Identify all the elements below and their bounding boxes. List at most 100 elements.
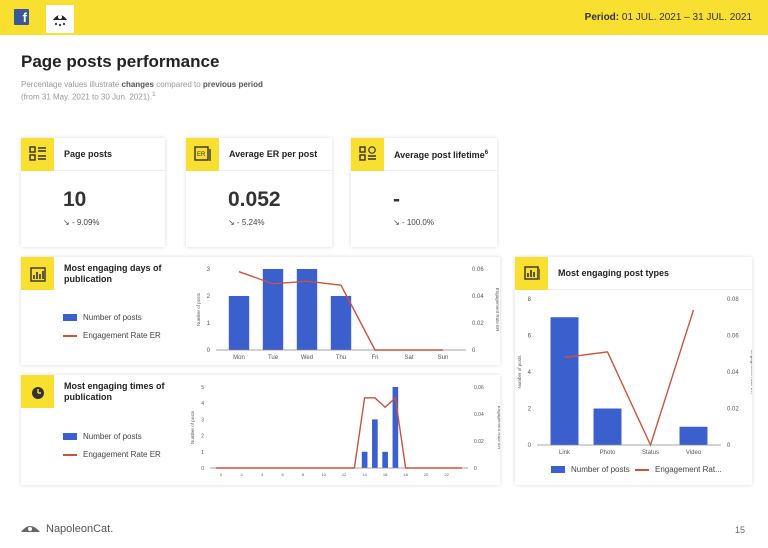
trend-down-icon: ↘: [228, 218, 235, 227]
legend-label: Engagement Rat...: [655, 465, 722, 474]
y-tick-label: 0: [528, 443, 532, 449]
kpi-title-text: Average post lifetime: [394, 149, 485, 160]
subtitle-text: Percentage values illustrate: [21, 80, 122, 89]
footnote-marker: 6: [484, 149, 489, 156]
footer-logo: NapoleonCat.: [20, 522, 113, 536]
y-tick-label: 8: [528, 297, 532, 303]
napoleoncat-logo-icon: [21, 526, 40, 532]
y-tick-label: 1: [201, 450, 204, 456]
y-tick-label: 0: [201, 466, 204, 472]
x-tick-label: Sun: [438, 355, 449, 361]
subtitle-text: compared to: [153, 80, 203, 89]
clock-list-icon: [351, 137, 384, 171]
legend-swatch-line: [635, 468, 649, 471]
x-tick-label: 8: [302, 472, 305, 477]
kpi-value: 0.052: [228, 188, 281, 211]
chart-title: Most engaging days of publication: [64, 263, 162, 284]
y-tick-label: 5: [201, 385, 204, 391]
footnote-marker: 1: [152, 91, 156, 98]
legend-swatch-bar: [551, 466, 565, 473]
legend-er: Engagement Rat...: [635, 465, 722, 474]
kpi-title: Page posts: [64, 148, 113, 159]
calendar-chart-icon: [21, 257, 54, 290]
x-tick-label: Photo: [600, 450, 616, 456]
x-tick-label: 22: [444, 472, 449, 477]
page-title: Page posts performance: [21, 52, 220, 71]
y2-axis-label: Engagement Rate ER: [497, 406, 500, 451]
top-bar: f Period: 01 JUL. 2021 – 31 JUL. 2021: [0, 0, 768, 35]
y2-axis-label: Engagement Rate ER: [495, 288, 500, 333]
legend-label: Number of posts: [571, 465, 630, 474]
bar: [228, 296, 250, 350]
legend-posts: Number of posts: [63, 313, 142, 322]
chart-engaging-times: 0 1 2 3 4 5 0 0.02 0.04 0.06 Number of posts Engage…: [190, 385, 500, 477]
y2-tick-label: 0.02: [474, 439, 484, 445]
x-tick-label: Fri: [372, 355, 379, 361]
y-axis-label: Number of posts: [196, 292, 201, 326]
brand-name: NapoleonCat.: [46, 523, 114, 535]
y-tick-label: 3: [201, 417, 204, 423]
period-label: Period:: [584, 12, 620, 23]
legend-label: Engagement Rate ER: [83, 450, 161, 459]
x-tick-label: 10: [321, 472, 326, 477]
bar: [382, 451, 388, 468]
x-tick-label: 16: [383, 472, 388, 477]
subtitle-bold: previous period: [202, 80, 263, 89]
kpi-card-post-lifetime: Average post lifetime6 - ↘ - 100.0%: [351, 137, 497, 247]
x-tick-label: Mon: [233, 355, 245, 361]
kpi-change-value: - 9.09%: [71, 218, 100, 227]
kpi-value: -: [393, 188, 400, 211]
y2-tick-label: 0.06: [474, 385, 484, 391]
y2-axis-label: Engagement Rate ER: [750, 350, 752, 395]
er-icon: ER: [186, 137, 219, 171]
y-tick-label: 6: [528, 334, 532, 340]
y2-tick-label: 0.04: [472, 294, 484, 300]
legend-swatch-line: [63, 453, 77, 456]
x-tick-label: Tue: [268, 355, 279, 361]
y2-tick-label: 0.02: [472, 321, 484, 327]
page-number: 15: [735, 525, 746, 535]
legend-posts: Number of posts: [551, 465, 630, 474]
legend-label: Number of posts: [83, 432, 142, 441]
bar: [392, 387, 399, 468]
kpi-change-value: - 5.24%: [236, 218, 265, 227]
svg-text:ER: ER: [197, 152, 206, 158]
trend-down-icon: ↘: [63, 218, 70, 227]
y2-tick-label: 0.02: [727, 407, 739, 413]
x-tick-label: 14: [362, 472, 367, 477]
x-tick-label: Status: [642, 450, 659, 456]
x-tick-label: Link: [559, 450, 571, 456]
y-axis-label: Number of posts: [190, 410, 195, 444]
kpi-change: ↘ - 9.09%: [63, 218, 100, 227]
y2-tick-label: 0.06: [472, 267, 484, 273]
x-tick-label: 0: [220, 472, 223, 477]
y2-tick-label: 0: [474, 466, 477, 472]
y2-tick-label: 0.04: [474, 412, 484, 418]
x-tick-label: Thu: [336, 355, 346, 361]
bar: [262, 269, 284, 350]
legend-swatch-line: [63, 334, 77, 337]
kpi-title: Average post lifetime6: [384, 148, 488, 161]
x-tick-label: Video: [686, 450, 702, 456]
card-engaging-times: Most engaging times of publication Numbe…: [21, 375, 500, 485]
chart-title: Most engaging post types: [558, 267, 670, 278]
chart-engaging-post-types: 0 2 4 6 8 0 0.02 0.04 0.06 0.08 Number of posts Eng…: [517, 297, 752, 456]
legend-posts: Number of posts: [63, 432, 142, 441]
period-value: 01 JUL. 2021 – 31 JUL. 2021: [621, 12, 752, 23]
legend-er: Engagement Rate ER: [63, 331, 161, 340]
x-tick-label: 18: [403, 472, 408, 477]
kpi-card-average-er: ER Average ER per post 0.052 ↘ - 5.24%: [186, 137, 332, 247]
facebook-icon: f: [14, 9, 29, 25]
y-tick-label: 4: [201, 401, 204, 407]
bar: [593, 408, 622, 445]
kpi-value: 10: [63, 188, 87, 211]
y-tick-label: 2: [201, 434, 204, 440]
kpi-change: ↘ - 5.24%: [228, 218, 265, 227]
bar: [330, 296, 352, 350]
er-line: [238, 271, 443, 351]
y-tick-label: 1: [207, 321, 211, 327]
x-tick-label: 6: [282, 472, 285, 477]
x-tick-label: 2: [241, 472, 244, 477]
bar: [296, 269, 318, 350]
x-tick-label: 4: [261, 472, 264, 477]
